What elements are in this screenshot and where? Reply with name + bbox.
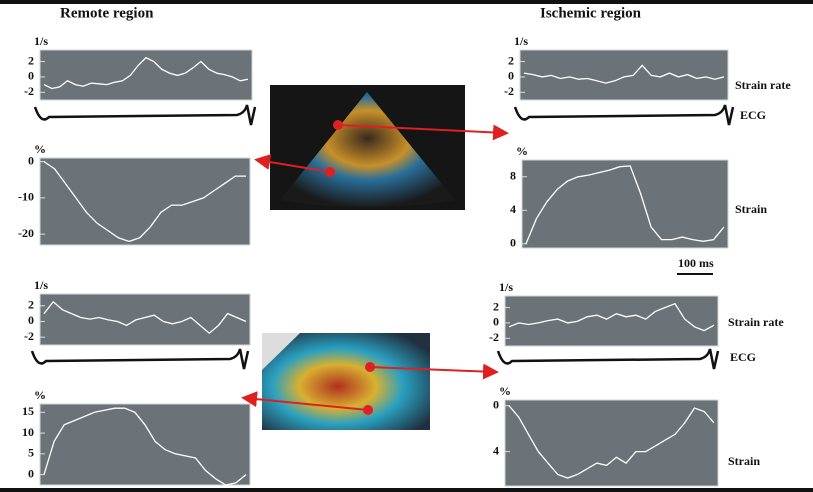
figure: Remote region Ischemic region Strain rat… (0, 0, 813, 492)
y-tick-label: 0 (493, 397, 499, 411)
y-axis-label: 1/s (499, 280, 513, 294)
side-label: Strain rate (728, 315, 784, 329)
y-tick-label: 0 (28, 466, 34, 480)
y-tick-label: -2 (504, 84, 514, 98)
bottom-band (0, 488, 813, 492)
side-label: Strain (728, 454, 760, 468)
y-tick-label: 2 (493, 299, 499, 313)
y-tick-label: 0 (28, 153, 34, 167)
plot-area (522, 160, 728, 248)
y-tick-label: 2 (28, 298, 34, 312)
ecg-trace (515, 105, 733, 125)
y-axis-label: % (499, 384, 511, 398)
ecg-trace (498, 349, 718, 369)
side-label: Strain rate (735, 78, 791, 92)
y-tick-label: 0 (493, 315, 499, 329)
side-label: ECG (740, 108, 766, 122)
ecg-trace (35, 105, 255, 125)
echo-image (245, 333, 495, 430)
plot-area (40, 294, 250, 345)
y-tick-label: 4 (493, 443, 499, 457)
y-tick-label: 0 (28, 69, 34, 83)
scale-label: 100 ms (678, 256, 714, 270)
y-tick-label: 5 (28, 446, 34, 460)
y-axis-label: % (34, 388, 46, 402)
y-tick-label: 2 (28, 53, 34, 67)
y-tick-label: 2 (508, 53, 514, 67)
y-axis-label: % (34, 142, 46, 156)
y-tick-label: 0 (510, 236, 516, 250)
y-tick-label: -20 (18, 226, 34, 240)
side-label: ECG (730, 350, 756, 364)
y-tick-label: 0 (508, 69, 514, 83)
y-tick-label: -2 (489, 330, 499, 344)
header: Remote region (60, 5, 154, 21)
y-tick-label: 4 (510, 202, 516, 216)
y-tick-label: -2 (24, 329, 34, 343)
y-tick-label: 10 (22, 425, 34, 439)
y-axis-label: % (516, 144, 528, 158)
y-axis-label: 1/s (34, 34, 48, 48)
ecg-trace (32, 349, 248, 369)
side-label: Strain (735, 202, 767, 216)
top-band (0, 0, 813, 4)
plot-area (40, 404, 250, 485)
y-tick-label: -2 (24, 84, 34, 98)
y-axis-label: 1/s (34, 278, 48, 292)
y-tick-label: 8 (510, 169, 516, 183)
header: Ischemic region (540, 5, 642, 21)
y-tick-label: 0 (28, 313, 34, 327)
y-tick-label: -10 (18, 190, 34, 204)
plot-area (505, 400, 718, 486)
plot-area (505, 296, 718, 346)
echo-image (258, 85, 505, 210)
y-tick-label: 15 (22, 404, 34, 418)
y-axis-label: 1/s (514, 34, 528, 48)
